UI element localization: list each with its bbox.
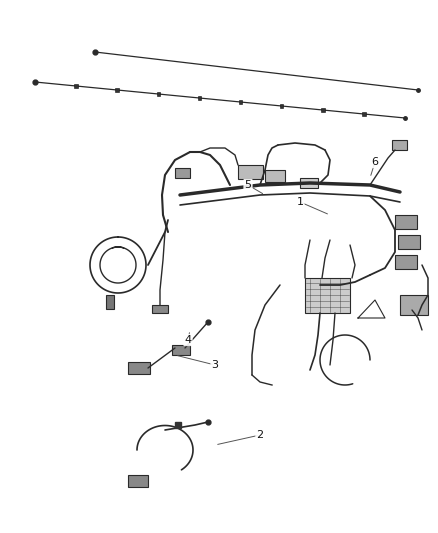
Bar [128, 475, 148, 487]
Bar [238, 165, 263, 179]
Bar [128, 362, 150, 374]
Bar [400, 295, 428, 315]
Bar [265, 170, 285, 182]
Bar [300, 178, 318, 188]
Bar [239, 100, 242, 104]
Text: 6: 6 [371, 157, 378, 167]
Bar [152, 305, 168, 313]
Bar [392, 140, 407, 150]
Text: 3: 3 [212, 360, 219, 370]
Bar [398, 235, 420, 249]
Bar [280, 104, 283, 108]
Text: 4: 4 [184, 335, 191, 345]
Bar [395, 215, 417, 229]
Text: 2: 2 [256, 430, 264, 440]
Bar [362, 112, 366, 116]
Bar [321, 108, 325, 112]
Bar [156, 92, 160, 96]
Bar [198, 96, 201, 100]
Bar [305, 278, 350, 313]
Bar [175, 168, 190, 178]
Bar [395, 255, 417, 269]
Bar [172, 345, 190, 355]
Bar [116, 88, 119, 92]
Text: 1: 1 [297, 197, 304, 207]
Text: 5: 5 [244, 180, 251, 190]
Bar [106, 295, 114, 309]
Bar [74, 84, 78, 88]
